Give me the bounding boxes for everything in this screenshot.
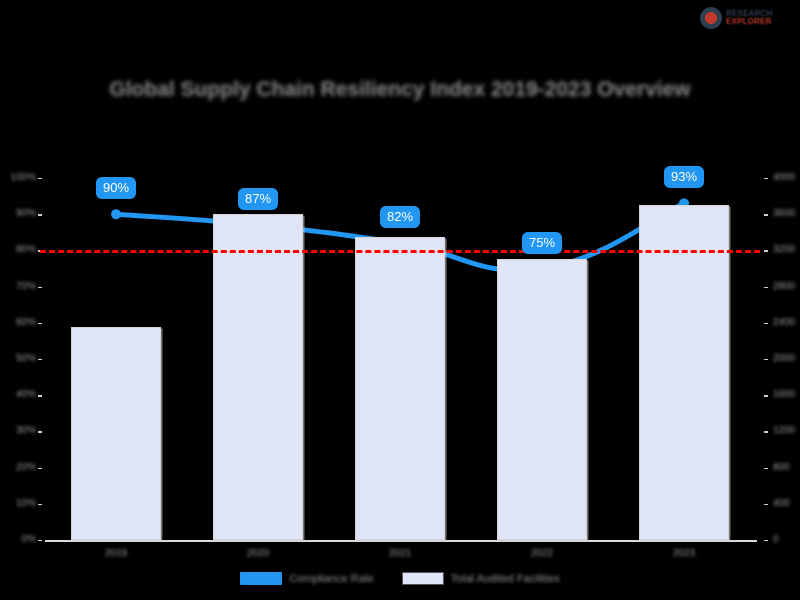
- data-label-2019: 90%: [95, 177, 137, 200]
- y-axis-left-tick-label: 90%: [15, 208, 36, 220]
- y-axis-left-tick-mark: [38, 178, 42, 180]
- y-axis-left-tick-mark: [38, 214, 42, 216]
- y-axis-left-tick-label: 0%: [21, 534, 36, 545]
- y-axis-right-tick-label: 4000: [773, 172, 796, 183]
- legend-swatch-bar-icon: [401, 572, 444, 585]
- y-axis-right-tick-mark: [764, 178, 768, 180]
- y-axis-left-tick-label: 100%: [10, 172, 36, 183]
- data-label-2020: 87%: [237, 188, 279, 211]
- bar-2019[interactable]: [70, 327, 162, 540]
- logo-line-2: EXPLORER: [726, 17, 772, 26]
- y-axis-left-tick-label: 40%: [15, 389, 36, 401]
- bar-2023[interactable]: [638, 205, 730, 540]
- y-axis-right-tick-mark: [764, 322, 768, 325]
- legend-item-compliance-rate[interactable]: Compliance Rate: [240, 572, 374, 585]
- y-axis-right-tick-label: 400: [773, 497, 790, 509]
- y-axis-right-tick-label: 800: [773, 461, 790, 473]
- x-axis-tick-label-2020: 2020: [246, 548, 270, 559]
- reference-line: [40, 250, 760, 254]
- y-axis-left-tick-mark: [38, 359, 42, 361]
- bar-2022[interactable]: [496, 259, 588, 540]
- y-axis-right-tick-mark: [764, 250, 768, 252]
- y-axis-left-tick-label: 50%: [15, 353, 36, 364]
- chart-title: Global Supply Chain Resiliency Index 201…: [109, 78, 691, 101]
- y-axis-right-tick-mark: [764, 286, 768, 288]
- logo-mark-icon: [700, 7, 722, 29]
- data-label-2021: 82%: [379, 206, 421, 229]
- y-axis-left: 100% 90% 80% 70% 60% 50% 40% 30% 20% 10% 0%: [2, 172, 42, 545]
- x-axis-tick-label-2019: 2019: [104, 548, 128, 559]
- x-axis-tick-label-2022: 2022: [530, 548, 554, 559]
- x-axis-tick-label-2023: 2023: [672, 548, 696, 559]
- y-axis-right-tick-mark: [764, 431, 768, 433]
- y-axis-right-tick-label: 3200: [773, 244, 796, 256]
- logo-wordmark: RESEARCH EXPLORER: [726, 8, 773, 27]
- y-axis-left-tick-label: 30%: [15, 425, 36, 437]
- legend-item-total-audited-facilities[interactable]: Total Audited Facilities: [401, 572, 560, 585]
- y-axis-right-tick-mark: [764, 214, 768, 216]
- y-axis-right-tick-label: 3600: [773, 208, 796, 220]
- y-axis-left-tick-label: 70%: [15, 280, 36, 292]
- y-axis-left-tick-mark: [38, 431, 42, 433]
- y-axis-right-tick-mark: [764, 503, 768, 506]
- x-axis-tick-label-2021: 2021: [388, 548, 412, 559]
- legend-label-total-audited-facilities: Total Audited Facilities: [450, 572, 560, 585]
- y-axis-right-tick-mark: [764, 359, 768, 361]
- y-axis-right-tick-label: 2000: [773, 353, 796, 364]
- data-label-2022: 75%: [521, 231, 563, 254]
- y-axis-left-tick-mark: [38, 467, 42, 469]
- logo-line-1: RESEARCH: [726, 8, 773, 18]
- y-axis-right-tick-label: 1600: [773, 389, 796, 401]
- y-axis-left-tick-mark: [38, 540, 42, 542]
- y-axis-left-tick-mark: [38, 322, 42, 325]
- bar-2021[interactable]: [354, 236, 446, 540]
- y-axis-left-tick-mark: [38, 395, 42, 397]
- y-axis-right-tick-mark: [764, 467, 768, 469]
- legend-label-compliance-rate: Compliance Rate: [289, 572, 374, 585]
- chart-legend: Compliance Rate Total Audited Facilities: [0, 572, 800, 585]
- y-axis-left-tick-mark: [38, 503, 42, 506]
- y-axis-right-tick-label: 2400: [773, 316, 796, 328]
- brand-logo: RESEARCH EXPLORER: [700, 4, 792, 32]
- y-axis-right-tick-mark: [764, 395, 768, 397]
- y-axis-left-tick-label: 60%: [15, 316, 36, 328]
- y-axis-right: 4000 3600 3200 2800 2400 2000 1600 1200 800 400 0: [764, 172, 800, 545]
- y-axis-left-tick-label: 80%: [15, 244, 36, 256]
- y-axis-right-tick-label: 2800: [773, 280, 796, 292]
- y-axis-left-tick-mark: [38, 286, 42, 288]
- y-axis-right-tick-label: 1200: [773, 425, 796, 437]
- y-axis-right-tick-label: 0: [773, 534, 779, 545]
- legend-swatch-line-icon: [240, 572, 283, 585]
- x-axis-line: [45, 540, 757, 542]
- y-axis-right-tick-mark: [764, 540, 768, 542]
- y-axis-left-tick-label: 20%: [15, 461, 36, 473]
- y-axis-left-tick-label: 10%: [15, 497, 36, 509]
- data-label-2023: 93%: [663, 166, 705, 189]
- bar-2020[interactable]: [212, 214, 304, 540]
